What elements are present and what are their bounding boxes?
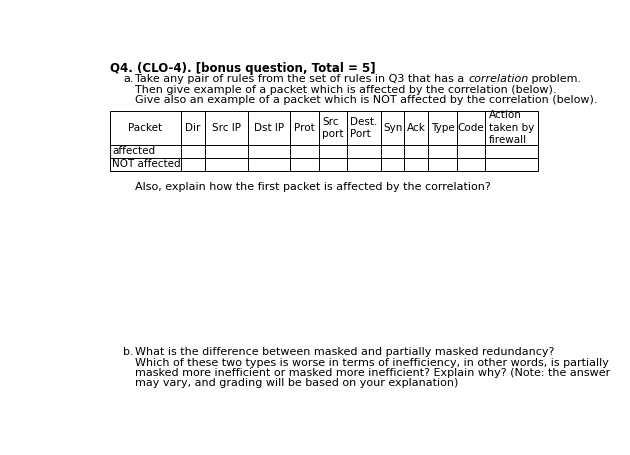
Text: Then give example of a packet which is affected by the correlation (below).: Then give example of a packet which is a… xyxy=(135,85,557,95)
Text: Which of these two types is worse in terms of inefficiency, in other words, is p: Which of these two types is worse in ter… xyxy=(135,358,609,368)
Text: Dst IP: Dst IP xyxy=(254,123,284,133)
Text: masked more inefficient or masked more inefficient? Explain why? (Note: the answ: masked more inefficient or masked more i… xyxy=(135,368,610,378)
Text: a.: a. xyxy=(123,74,134,84)
Text: Action
taken by
firewall: Action taken by firewall xyxy=(489,111,534,145)
Text: Take any pair of rules from the set of rules in Q3 that has a: Take any pair of rules from the set of r… xyxy=(135,74,468,84)
Text: correlation: correlation xyxy=(468,74,529,84)
Text: problem.: problem. xyxy=(529,74,581,84)
Text: What is the difference between masked and partially masked redundancy?: What is the difference between masked an… xyxy=(135,347,554,357)
Text: Give also an example of a packet which is NOT affected by the correlation (below: Give also an example of a packet which i… xyxy=(135,95,598,105)
Text: b.: b. xyxy=(123,347,134,357)
Text: Packet: Packet xyxy=(129,123,163,133)
Text: Prot: Prot xyxy=(294,123,315,133)
Text: Code: Code xyxy=(457,123,484,133)
Text: affected: affected xyxy=(112,146,155,156)
Text: Dest.
Port: Dest. Port xyxy=(350,116,378,139)
Text: Ack: Ack xyxy=(407,123,426,133)
Text: Src
port: Src port xyxy=(323,116,344,139)
Text: Dir: Dir xyxy=(185,123,200,133)
Bar xyxy=(110,111,537,171)
Text: Src IP: Src IP xyxy=(212,123,241,133)
Text: Q4. (CLO-4). [bonus question, Total = 5]: Q4. (CLO-4). [bonus question, Total = 5] xyxy=(110,62,375,75)
Text: Syn: Syn xyxy=(383,123,403,133)
Text: may vary, and grading will be based on your explanation): may vary, and grading will be based on y… xyxy=(135,379,459,389)
Text: Type: Type xyxy=(431,123,454,133)
Text: NOT affected: NOT affected xyxy=(112,159,181,169)
Text: Also, explain how the first packet is affected by the correlation?: Also, explain how the first packet is af… xyxy=(135,182,491,192)
